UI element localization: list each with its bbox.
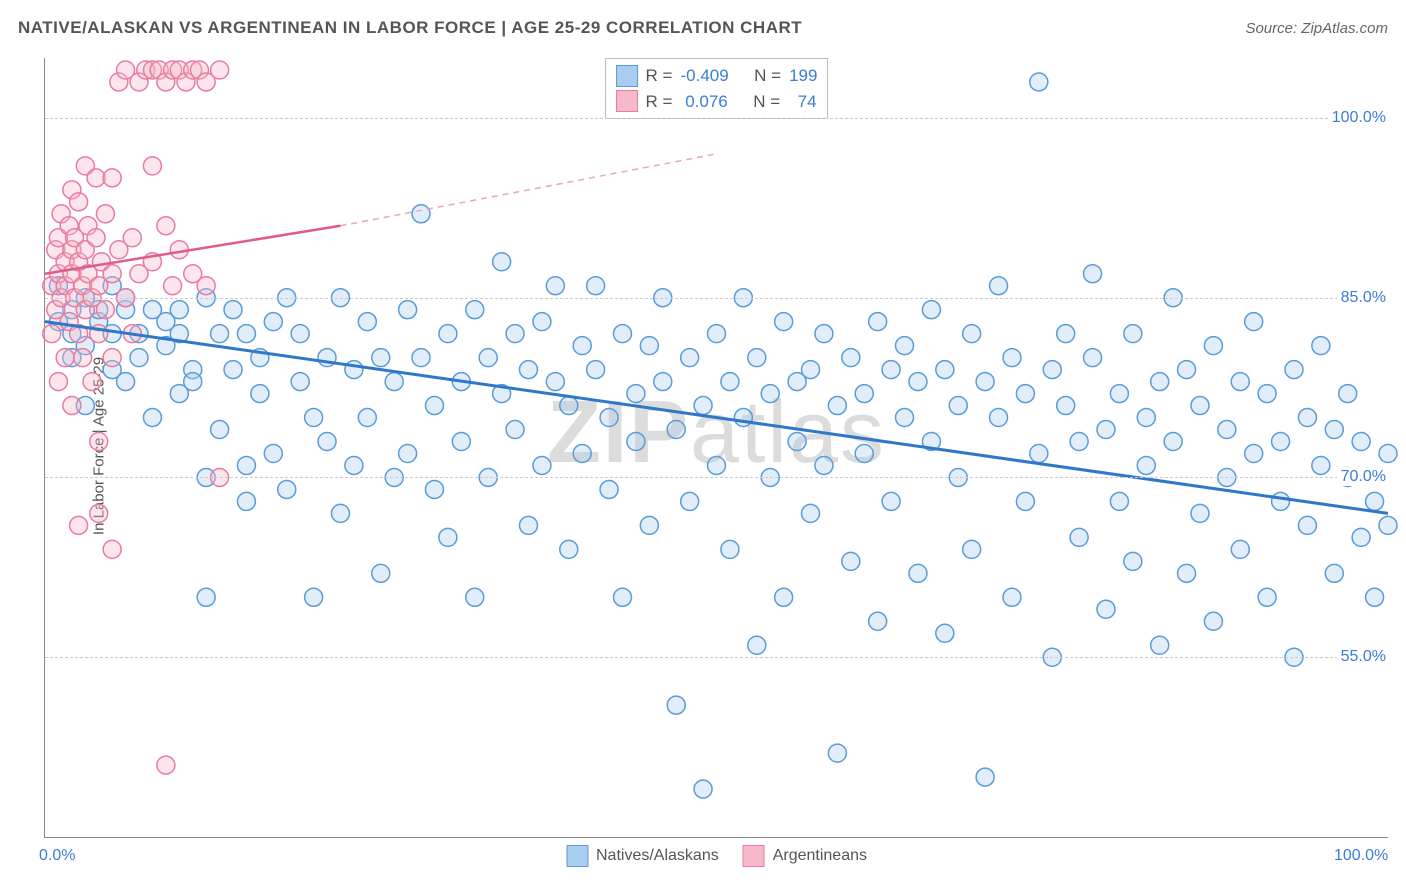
y-tick-label: 55.0%: [1337, 648, 1390, 666]
legend-item-blue: Natives/Alaskans: [566, 845, 719, 867]
source-label: Source: ZipAtlas.com: [1245, 20, 1388, 37]
plot-area: ZIPatlas R = -0.409 N = 199 R = 0.076 N …: [44, 58, 1388, 838]
x-tick-label: 100.0%: [1334, 847, 1388, 865]
swatch-blue: [616, 65, 638, 87]
swatch-pink-icon: [743, 845, 765, 867]
legend-item-pink: Argentineans: [743, 845, 867, 867]
correlation-legend: R = -0.409 N = 199 R = 0.076 N = 74: [605, 58, 829, 119]
series-legend: Natives/Alaskans Argentineans: [566, 845, 867, 867]
x-tick-label: 0.0%: [39, 847, 75, 865]
swatch-pink: [616, 90, 638, 112]
chart-title: NATIVE/ALASKAN VS ARGENTINEAN IN LABOR F…: [18, 18, 802, 38]
legend-row-pink: R = 0.076 N = 74: [616, 89, 818, 115]
legend-row-blue: R = -0.409 N = 199: [616, 63, 818, 89]
y-tick-label: 85.0%: [1337, 289, 1390, 307]
y-tick-label: 100.0%: [1328, 109, 1390, 127]
scatter-svg: [45, 58, 1388, 837]
y-tick-label: 70.0%: [1337, 468, 1390, 486]
swatch-blue-icon: [566, 845, 588, 867]
